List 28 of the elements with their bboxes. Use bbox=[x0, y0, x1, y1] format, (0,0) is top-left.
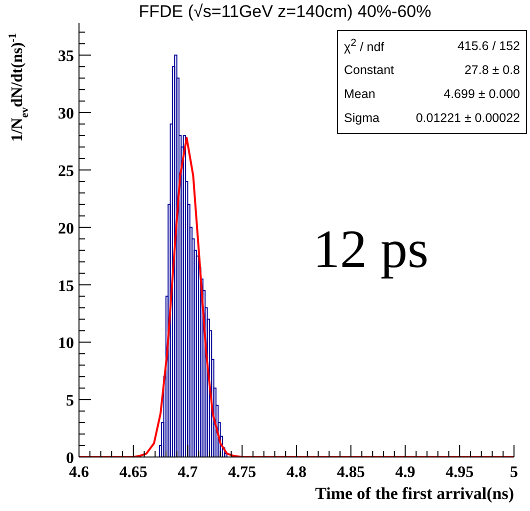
x-axis-title: Time of the first arrival(ns) bbox=[315, 484, 514, 503]
annotation: 4.699 ± 0.000 bbox=[444, 87, 520, 101]
x-tick-label: 4.65 bbox=[119, 464, 148, 481]
annotation: Constant bbox=[344, 63, 394, 77]
x-tick-label: 5 bbox=[510, 464, 518, 481]
annotation: 12 ps bbox=[313, 218, 429, 280]
x-tick-label: 4.95 bbox=[446, 464, 474, 481]
y-tick-label: 25 bbox=[58, 162, 74, 180]
x-tick-label: 4.9 bbox=[395, 464, 416, 481]
annotation: 27.8 ± 0.8 bbox=[464, 63, 520, 77]
annotation: Mean bbox=[344, 87, 376, 101]
y-tick-label: 15 bbox=[58, 278, 74, 295]
x-tick-label: 4.7 bbox=[178, 464, 198, 481]
annotation: 0.01221 ± 0.00022 bbox=[416, 111, 520, 125]
y-tick-label: 20 bbox=[58, 220, 74, 238]
x-tick-label: 4.75 bbox=[228, 464, 256, 481]
y-tick-label: 0 bbox=[66, 450, 74, 467]
x-tick-label: 4.8 bbox=[286, 464, 306, 481]
y-tick-label: 10 bbox=[58, 335, 74, 352]
y-tick-label: 35 bbox=[58, 48, 74, 66]
chart-title: FFDE (√s=11GeV z=140cm) 40%-60% bbox=[138, 2, 432, 22]
x-tick-label: 4.85 bbox=[336, 464, 365, 481]
y-tick-label: 30 bbox=[58, 106, 74, 123]
y-tick-label: 5 bbox=[66, 392, 74, 410]
annotation: 415.6 / 152 bbox=[457, 39, 520, 53]
annotation: Sigma bbox=[344, 111, 380, 125]
annotation: χ$^{2}$ / ndf bbox=[344, 38, 384, 54]
x-tick-label: 4.6 bbox=[69, 464, 89, 481]
